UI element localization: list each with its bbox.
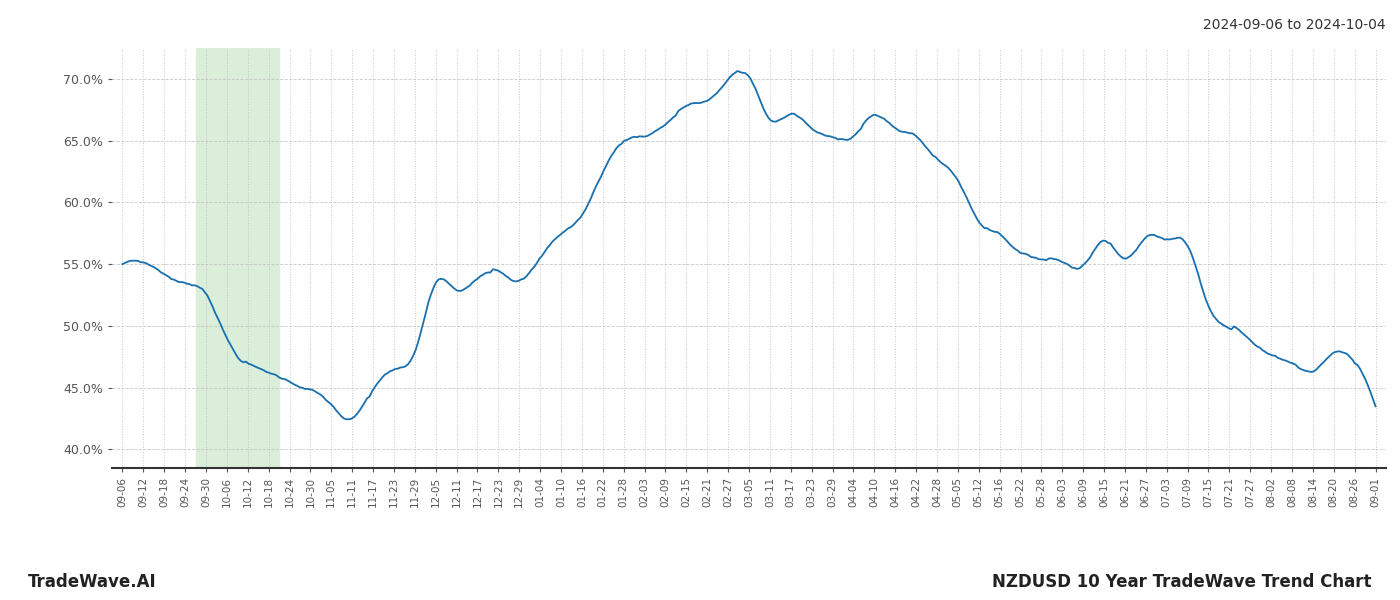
Bar [196,48,279,468]
Text: 2024-09-06 to 2024-10-04: 2024-09-06 to 2024-10-04 [1204,18,1386,32]
Text: NZDUSD 10 Year TradeWave Trend Chart: NZDUSD 10 Year TradeWave Trend Chart [993,573,1372,591]
Text: TradeWave.AI: TradeWave.AI [28,573,157,591]
